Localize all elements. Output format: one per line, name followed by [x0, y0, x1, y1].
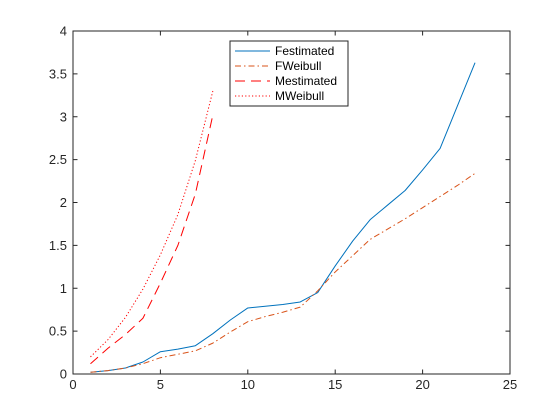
legend-label-fweibull: FWeibull — [275, 59, 321, 73]
y-tick-label: 1.5 — [49, 238, 67, 253]
y-tick-label: 3.5 — [49, 66, 67, 81]
y-tick-label: 2.5 — [49, 152, 67, 167]
legend-label-festimated: Festimated — [275, 44, 334, 58]
series-layer — [90, 62, 476, 373]
y-tick-label: 2 — [60, 195, 67, 210]
legend-label-mweibull: MWeibull — [275, 89, 324, 103]
series-line-festimated — [90, 62, 476, 373]
y-tick-label: 3 — [60, 109, 67, 124]
x-tick-label: 15 — [328, 377, 342, 392]
y-tick-label: 1 — [60, 281, 67, 296]
legend-label-mestimated: Mestimated — [275, 74, 337, 88]
x-tick-label: 20 — [415, 377, 429, 392]
x-tick-label: 0 — [69, 377, 76, 392]
x-tick-label: 10 — [241, 377, 255, 392]
series-line-fweibull — [90, 172, 476, 373]
y-tick-label: 0 — [60, 367, 67, 382]
series-line-mestimated — [90, 114, 214, 365]
axes-layer: 0 5 10 15 20 25 0 0.5 1 1.5 2 2.5 3 3.5 4 — [49, 24, 517, 393]
x-tick-label: 5 — [157, 377, 164, 392]
y-tick-label: 0.5 — [49, 324, 67, 339]
y-tick-label: 4 — [60, 24, 67, 39]
legend-box — [229, 40, 349, 107]
x-tick-label: 25 — [503, 377, 517, 392]
